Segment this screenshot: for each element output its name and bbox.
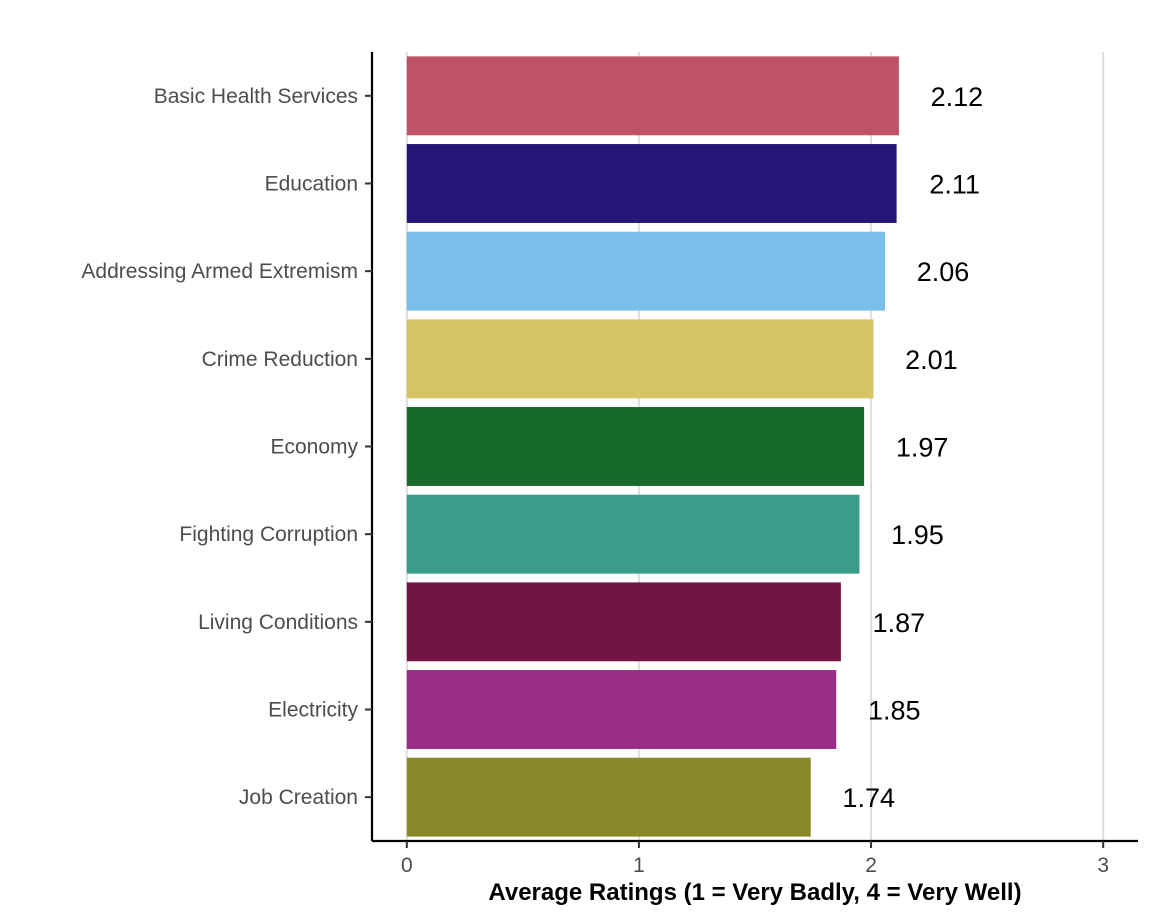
data-label: 2.11 (929, 170, 980, 200)
bar (406, 582, 841, 662)
bar (406, 407, 865, 486)
x-tick-label: 3 (1097, 854, 1109, 877)
category-label: Job Creation (239, 786, 358, 809)
category-label: Living Conditions (198, 611, 358, 634)
bar (406, 56, 899, 136)
data-label: 1.87 (873, 608, 926, 638)
x-axis-title: Average Ratings (1 = Very Badly, 4 = Ver… (488, 879, 1021, 906)
bars (406, 56, 899, 837)
data-label: 2.06 (917, 257, 970, 287)
data-label: 1.74 (842, 783, 895, 813)
category-label: Economy (270, 436, 358, 459)
category-label: Education (265, 173, 358, 196)
bar (406, 494, 860, 574)
y-axis-ticks: Basic Health Services Education Addressing… (81, 85, 372, 809)
bar (406, 757, 811, 837)
data-label: 1.85 (868, 696, 921, 726)
bar (406, 670, 837, 749)
data-label: 2.12 (931, 82, 984, 112)
category-label: Addressing Armed Extremism (81, 260, 358, 283)
bar (406, 144, 897, 223)
data-label: 1.95 (891, 520, 944, 550)
bar (406, 319, 874, 399)
x-axis-ticks: 0 1 2 3 (401, 841, 1109, 877)
x-tick-label: 1 (633, 854, 645, 877)
category-label: Electricity (268, 699, 358, 722)
data-labels: 2.12 2.11 2.06 2.01 1.97 1.95 1.87 1.85 1.74 (842, 82, 983, 813)
category-label: Crime Reduction (202, 348, 358, 371)
data-label: 1.97 (896, 433, 949, 463)
x-tick-label: 2 (865, 854, 877, 877)
bar (406, 231, 885, 311)
data-label: 2.01 (905, 345, 958, 375)
x-tick-label: 0 (401, 854, 413, 877)
category-label: Basic Health Services (154, 85, 358, 108)
category-label: Fighting Corruption (179, 523, 358, 546)
